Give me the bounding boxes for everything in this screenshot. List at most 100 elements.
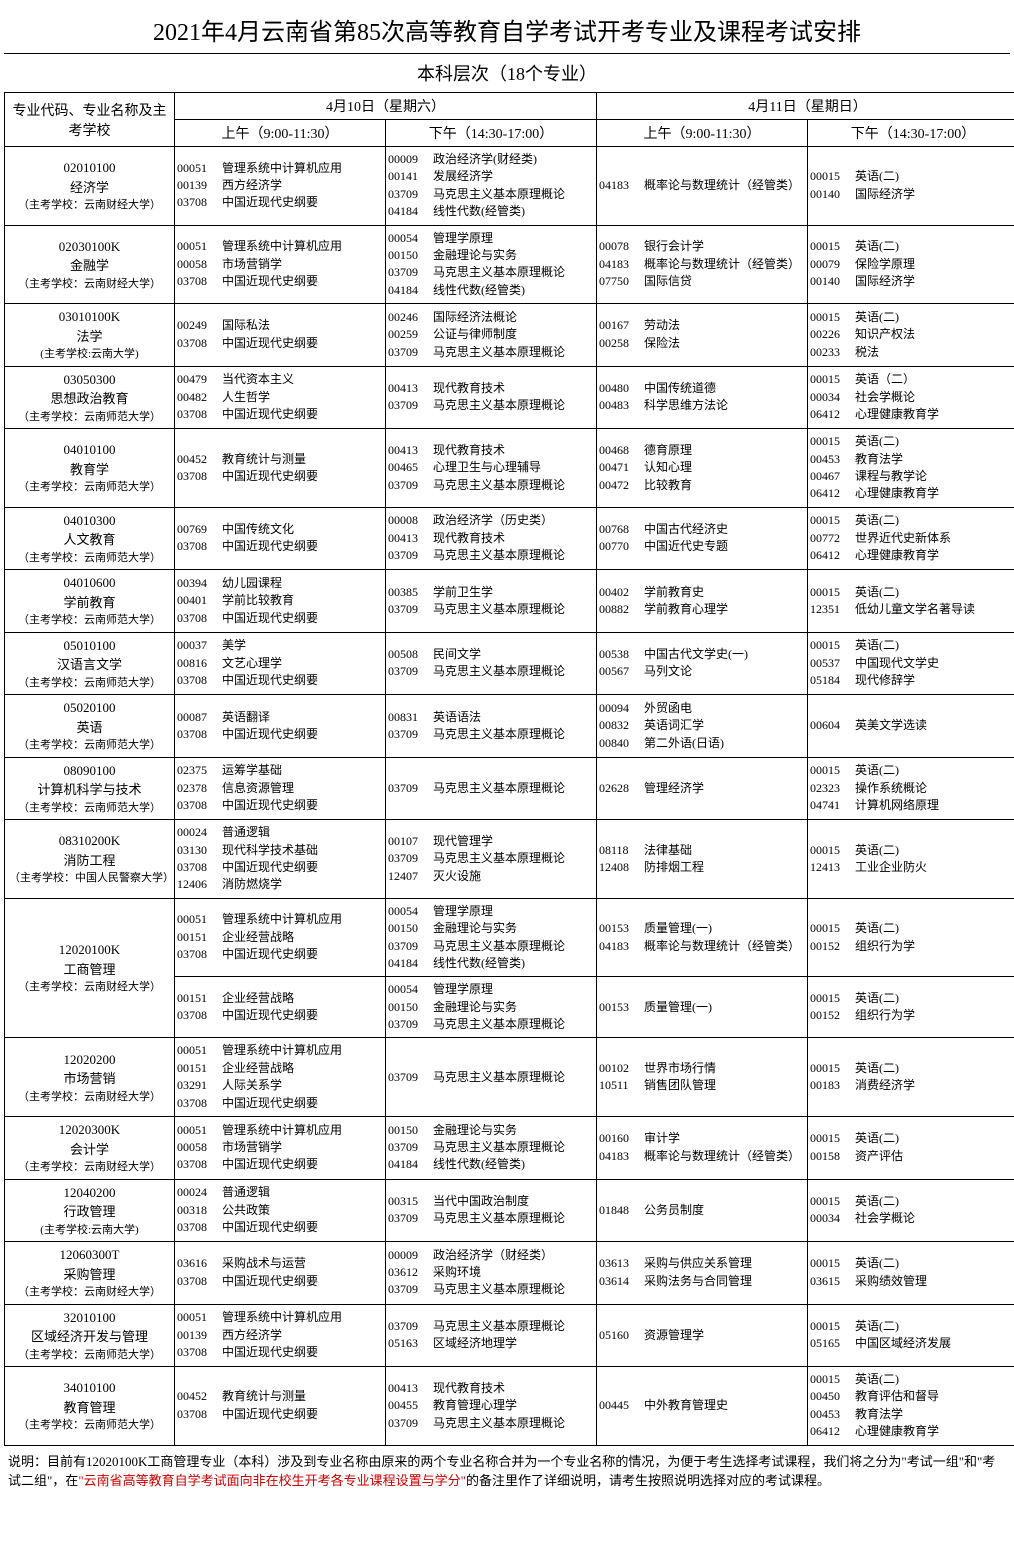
course: 12351 低幼儿童文学名著导读 — [810, 601, 1014, 618]
session-cell: 00153 质量管理(一)04183 概率论与数理统计（经管类） — [597, 898, 808, 977]
course-code: 00455 — [388, 1397, 430, 1414]
course-code: 03615 — [810, 1273, 852, 1290]
session-cell: 00479 当代资本主义00482 人生哲学03708 中国近现代史纲要 — [175, 366, 386, 429]
major-cell: 12020100K工商管理（主考学校：云南财经大学） — [5, 898, 175, 1038]
course-code: 00151 — [177, 1060, 219, 1077]
table-row: 05010100汉语言文学（主考学校：云南师范大学）00037 美学00816 … — [5, 632, 1014, 695]
course: 00882 学前教育心理学 — [599, 601, 805, 618]
course-name: 采购环境 — [433, 1265, 481, 1279]
header-day2: 4月11日（星期日） — [597, 93, 1014, 120]
course-name: 概率论与数理统计（经管类） — [644, 178, 800, 192]
course-name: 教育统计与测量 — [222, 452, 306, 466]
course-name: 英语（二） — [855, 372, 915, 386]
course: 02323 操作系统概论 — [810, 780, 1014, 797]
course-code: 00394 — [177, 575, 219, 592]
session-cell: 00107 现代管理学03709 马克思主义基本原理概论12407 灭火设施 — [386, 820, 597, 899]
course-name: 德育原理 — [644, 443, 692, 457]
course: 00140 国际经济学 — [810, 273, 1014, 290]
course: 00015 英语(二) — [810, 990, 1014, 1007]
table-row: 12060300T采购管理（主考学校：云南财经大学）03616 采购战术与运营0… — [5, 1242, 1014, 1305]
course: 04183 概率论与数理统计（经管类） — [599, 1148, 805, 1165]
course-name: 英语(二) — [855, 1256, 899, 1270]
course-code: 04184 — [388, 955, 430, 972]
course: 00051 管理系统中计算机应用 — [177, 160, 383, 177]
session-cell: 00015 英语(二)12413 工业企业防火 — [808, 820, 1014, 899]
session-cell: 01848 公务员制度 — [597, 1179, 808, 1242]
course-name: 金融理论与实务 — [433, 921, 517, 935]
table-row: 08090100计算机科学与技术（主考学校：云南师范大学）02375 运筹学基础… — [5, 757, 1014, 820]
course-code: 04183 — [599, 938, 641, 955]
course-code: 00768 — [599, 521, 641, 538]
course-name: 心理卫生与心理辅导 — [433, 460, 541, 474]
course-code: 02323 — [810, 780, 852, 797]
course-code: 03708 — [177, 1007, 219, 1024]
course-code: 00151 — [177, 929, 219, 946]
course-name: 低幼儿童文学名著导读 — [855, 602, 975, 616]
session-cell: 00413 现代教育技术00465 心理卫生与心理辅导03709 马克思主义基本… — [386, 429, 597, 508]
course-code: 00183 — [810, 1077, 852, 1094]
course-name: 线性代数(经管类) — [433, 283, 525, 297]
session-cell: 00051 管理系统中计算机应用00139 西方经济学03708 中国近现代史纲… — [175, 1304, 386, 1367]
major-cell: 04010300人文教育（主考学校：云南师范大学） — [5, 507, 175, 570]
course-code: 06412 — [810, 1423, 852, 1440]
major-school: （主考学校：云南师范大学） — [9, 409, 170, 426]
course: 00401 学前比较教育 — [177, 592, 383, 609]
session-cell: 05160 资源管理学 — [597, 1304, 808, 1367]
course-name: 英美文学选读 — [855, 718, 927, 732]
course: 05160 资源管理学 — [599, 1327, 805, 1344]
course: 00139 西方经济学 — [177, 177, 383, 194]
course-code: 04184 — [388, 203, 430, 220]
course: 03709 马克思主义基本原理概论 — [388, 1016, 594, 1033]
course-code: 00160 — [599, 1130, 641, 1147]
course: 00483 科学思维方法论 — [599, 397, 805, 414]
course-code: 03612 — [388, 1264, 430, 1281]
course-code: 00009 — [388, 1247, 430, 1264]
major-cell: 12020200市场营销（主考学校：云南财经大学） — [5, 1038, 175, 1117]
course-code: 00831 — [388, 709, 430, 726]
major-school: （主考学校：云南财经大学） — [9, 979, 170, 996]
course-code: 03613 — [599, 1255, 641, 1272]
course-code: 06412 — [810, 485, 852, 502]
course-code: 03709 — [388, 477, 430, 494]
note-suffix: 的备注里作了详细说明，请考生按照说明选择对应的考试课程。 — [466, 1473, 830, 1488]
course-name: 现代教育技术 — [433, 381, 505, 395]
course: 08118 法律基础 — [599, 842, 805, 859]
course-code: 03708 — [177, 1219, 219, 1236]
course: 00141 发展经济学 — [388, 168, 594, 185]
course: 00604 英美文学选读 — [810, 717, 1014, 734]
course-name: 幼儿园课程 — [222, 576, 282, 590]
major-cell: 04010100教育学（主考学校：云南师范大学） — [5, 429, 175, 508]
major-code: 08310200K — [9, 831, 170, 851]
session-cell: 00024 普通逻辑03130 现代科学技术基础03708 中国近现代史纲要12… — [175, 820, 386, 899]
course-name: 公共政策 — [222, 1203, 270, 1217]
course: 00009 政治经济学（财经类） — [388, 1247, 594, 1264]
course-code: 00140 — [810, 273, 852, 290]
major-school: (主考学校:云南大学) — [9, 1222, 170, 1239]
course-code: 00413 — [388, 1380, 430, 1397]
course: 03708 中国近现代史纲要 — [177, 468, 383, 485]
session-cell: 00037 美学00816 文艺心理学03708 中国近现代史纲要 — [175, 632, 386, 695]
course-code: 03708 — [177, 1156, 219, 1173]
course-name: 管理系统中计算机应用 — [222, 1043, 342, 1057]
session-cell: 00452 教育统计与测量03708 中国近现代史纲要 — [175, 429, 386, 508]
course-name: 中国古代经济史 — [644, 522, 728, 536]
course-name: 中国近代史专题 — [644, 539, 728, 553]
course-code: 00259 — [388, 326, 430, 343]
course-code: 00015 — [810, 584, 852, 601]
course-code: 03709 — [388, 1210, 430, 1227]
course-code: 03709 — [388, 1415, 430, 1432]
course-name: 企业经营战略 — [222, 991, 294, 1005]
session-cell: 00015 英语(二)05165 中国区域经济发展 — [808, 1304, 1014, 1367]
course-code: 03709 — [388, 344, 430, 361]
course-name: 教育法学 — [855, 452, 903, 466]
course-code: 00015 — [810, 433, 852, 450]
course-code: 03709 — [388, 1016, 430, 1033]
course-code: 02375 — [177, 762, 219, 779]
course-code: 00015 — [810, 637, 852, 654]
course-name: 英语(二) — [855, 513, 899, 527]
major-name: 法学 — [9, 327, 170, 347]
course-name: 世界近代史新体系 — [855, 531, 951, 545]
course-name: 管理学原理 — [433, 982, 493, 996]
course-code: 00158 — [810, 1148, 852, 1165]
course-code: 00538 — [599, 646, 641, 663]
